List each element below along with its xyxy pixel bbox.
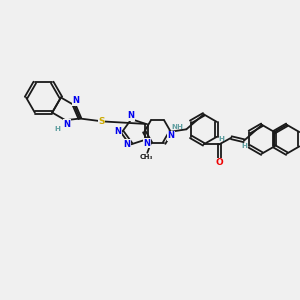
Text: N: N [127, 111, 134, 120]
Text: N: N [64, 120, 70, 129]
Text: NH: NH [171, 124, 183, 130]
Text: N: N [167, 131, 174, 140]
Text: N: N [72, 97, 79, 106]
Text: H: H [54, 126, 60, 132]
Text: N: N [115, 127, 122, 136]
Text: S: S [98, 117, 105, 126]
Text: O: O [215, 158, 223, 167]
Text: H: H [242, 143, 248, 149]
Text: N: N [124, 140, 130, 149]
Text: H: H [219, 136, 225, 142]
Text: N: N [143, 139, 150, 148]
Text: CH₃: CH₃ [140, 154, 153, 160]
